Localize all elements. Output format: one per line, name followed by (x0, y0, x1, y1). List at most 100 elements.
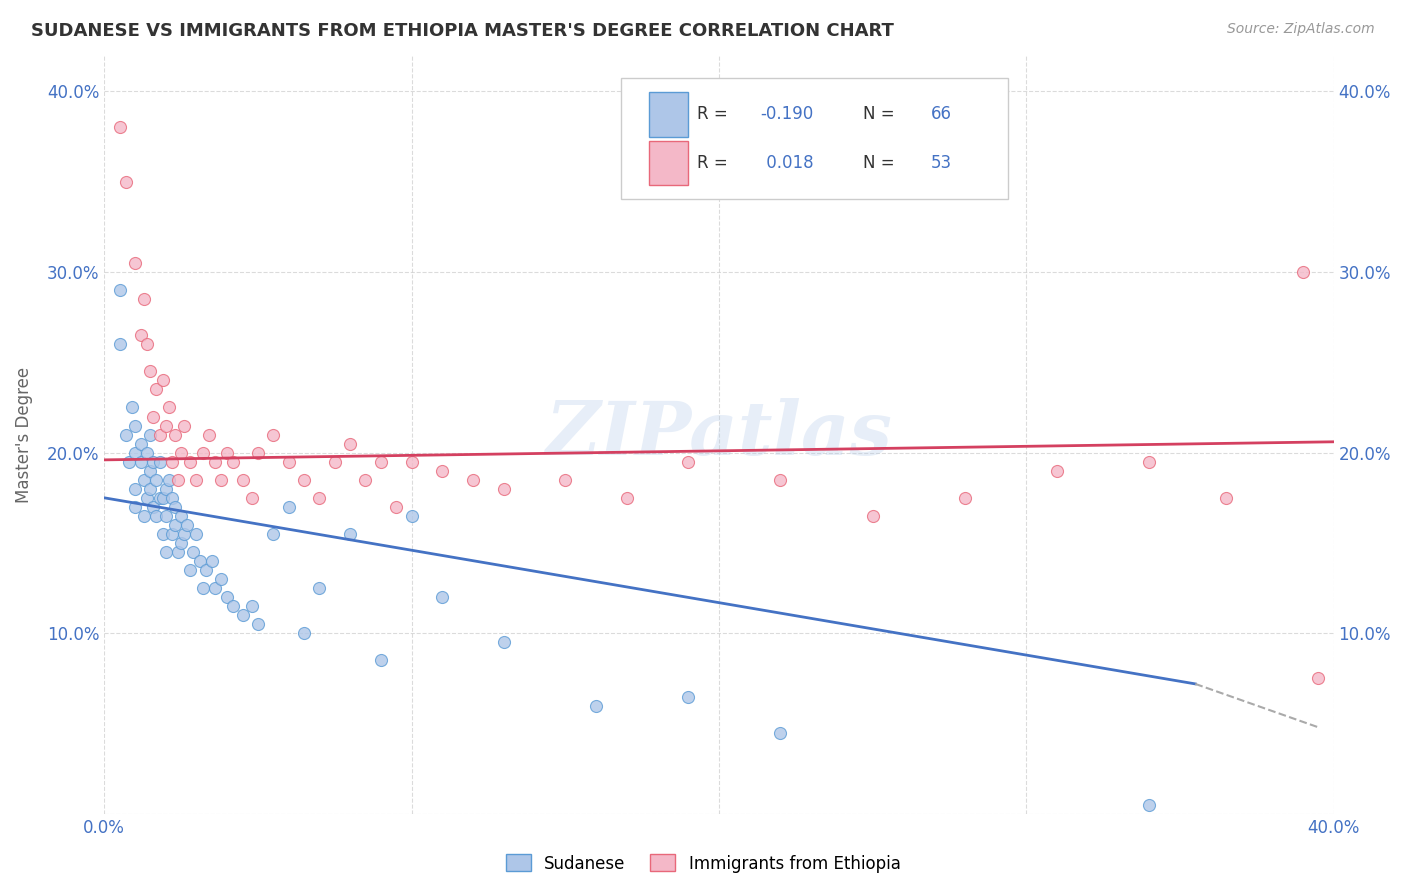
Text: Source: ZipAtlas.com: Source: ZipAtlas.com (1227, 22, 1375, 37)
Point (139, 464, 162, 478)
Text: ZIPatlas: ZIPatlas (546, 399, 893, 471)
Point (152, 527, 174, 541)
Point (209, 473, 232, 487)
Point (197, 427, 219, 442)
Point (108, 120, 131, 135)
Point (616, 491, 638, 505)
Text: 66: 66 (931, 105, 952, 123)
Text: N =: N = (863, 105, 900, 123)
Text: 53: 53 (931, 154, 952, 172)
Point (385, 500, 408, 514)
Text: 0.018: 0.018 (761, 154, 813, 172)
Point (492, 482, 515, 496)
Point (108, 337, 131, 351)
Point (676, 690, 699, 704)
Point (188, 554, 211, 568)
Y-axis label: Master's Degree: Master's Degree (15, 367, 32, 502)
Point (148, 455, 170, 469)
Point (155, 418, 177, 433)
Point (554, 473, 576, 487)
FancyBboxPatch shape (620, 78, 1008, 199)
Point (170, 536, 193, 550)
Point (134, 473, 156, 487)
FancyBboxPatch shape (650, 141, 688, 186)
Point (354, 473, 377, 487)
Point (308, 491, 330, 505)
Point (186, 527, 208, 541)
Text: R =: R = (697, 154, 733, 172)
Point (142, 409, 165, 424)
Point (232, 608, 254, 623)
Point (209, 572, 232, 586)
Point (262, 427, 284, 442)
Point (170, 445, 193, 459)
Point (108, 283, 131, 297)
Point (191, 581, 214, 595)
Point (129, 436, 152, 450)
Point (323, 455, 346, 469)
Point (145, 473, 167, 487)
Point (134, 508, 156, 523)
Point (585, 698, 607, 713)
Point (339, 436, 361, 450)
Point (136, 491, 159, 505)
Point (1046, 464, 1069, 478)
Point (769, 473, 792, 487)
Point (129, 455, 152, 469)
Point (246, 445, 269, 459)
Point (204, 455, 226, 469)
Point (240, 491, 263, 505)
Point (240, 599, 263, 614)
Point (139, 364, 162, 378)
Point (124, 445, 146, 459)
Point (370, 653, 392, 667)
Point (157, 401, 180, 415)
Point (194, 563, 217, 577)
Text: -0.190: -0.190 (761, 105, 814, 123)
Point (862, 508, 884, 523)
Point (176, 517, 198, 532)
Point (155, 545, 177, 559)
Point (201, 554, 224, 568)
Point (191, 445, 214, 459)
Point (217, 445, 239, 459)
Point (179, 563, 201, 577)
Point (136, 337, 159, 351)
Point (167, 473, 190, 487)
Point (277, 455, 299, 469)
Point (173, 418, 195, 433)
Point (139, 427, 162, 442)
Point (155, 508, 177, 523)
Point (124, 256, 146, 270)
Legend: Sudanese, Immigrants from Ethiopia: Sudanese, Immigrants from Ethiopia (499, 847, 907, 880)
Point (134, 292, 156, 306)
Point (222, 455, 245, 469)
Point (676, 455, 699, 469)
Point (183, 545, 205, 559)
Point (121, 401, 143, 415)
Point (136, 445, 159, 459)
Point (401, 455, 423, 469)
Point (139, 482, 162, 496)
Point (152, 373, 174, 387)
Point (1215, 491, 1237, 505)
Point (292, 473, 315, 487)
Point (401, 508, 423, 523)
Point (148, 491, 170, 505)
Point (308, 581, 330, 595)
Point (124, 482, 146, 496)
Point (163, 500, 186, 514)
Text: SUDANESE VS IMMIGRANTS FROM ETHIOPIA MASTER'S DEGREE CORRELATION CHART: SUDANESE VS IMMIGRANTS FROM ETHIOPIA MAS… (31, 22, 894, 40)
Point (160, 455, 183, 469)
Point (124, 418, 146, 433)
Point (163, 517, 186, 532)
Text: R =: R = (697, 105, 733, 123)
Point (160, 491, 183, 505)
Point (170, 508, 193, 523)
Point (204, 581, 226, 595)
Point (118, 455, 141, 469)
Point (148, 427, 170, 442)
Point (142, 500, 165, 514)
Point (262, 527, 284, 541)
FancyBboxPatch shape (650, 92, 688, 136)
